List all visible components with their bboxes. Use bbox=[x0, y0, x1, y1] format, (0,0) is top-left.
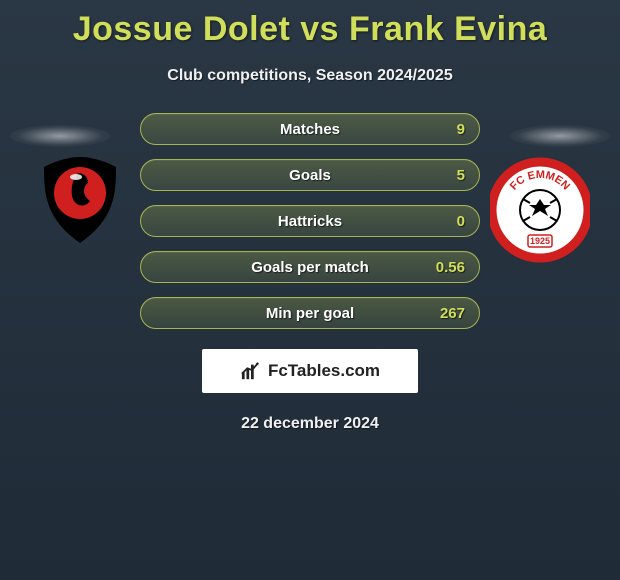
stat-label: Goals bbox=[289, 167, 331, 184]
subtitle: Club competitions, Season 2024/2025 bbox=[0, 67, 620, 85]
date-text: 22 december 2024 bbox=[0, 415, 620, 433]
stat-bar-matches: Matches 9 bbox=[140, 113, 480, 145]
right-club-crest: FC EMMEN 1925 bbox=[490, 155, 590, 265]
stat-value: 5 bbox=[457, 167, 465, 184]
stat-value: 0.56 bbox=[436, 259, 465, 276]
page-title: Jossue Dolet vs Frank Evina bbox=[0, 0, 620, 49]
stats-bars: Matches 9 Goals 5 Hattricks 0 Goals per … bbox=[140, 113, 480, 343]
stat-value: 9 bbox=[457, 121, 465, 138]
helmond-crest-icon bbox=[40, 155, 120, 245]
stat-label: Goals per match bbox=[251, 259, 369, 276]
shadow-right bbox=[510, 125, 610, 147]
stat-bar-hattricks: Hattricks 0 bbox=[140, 205, 480, 237]
branding-text: FcTables.com bbox=[268, 361, 380, 381]
crest-text-year: 1925 bbox=[530, 236, 550, 246]
emmen-crest-icon: FC EMMEN 1925 bbox=[490, 155, 590, 265]
stat-bar-min-per-goal: Min per goal 267 bbox=[140, 297, 480, 329]
stat-label: Matches bbox=[280, 121, 340, 138]
stat-label: Hattricks bbox=[278, 213, 342, 230]
stat-bar-goals: Goals 5 bbox=[140, 159, 480, 191]
shadow-left bbox=[10, 125, 110, 147]
stat-value: 0 bbox=[457, 213, 465, 230]
comparison-content: Matches 9 Goals 5 Hattricks 0 Goals per … bbox=[0, 113, 620, 343]
stat-value: 267 bbox=[440, 305, 465, 322]
chart-icon bbox=[240, 361, 262, 381]
stat-label: Min per goal bbox=[266, 305, 354, 322]
branding-box: FcTables.com bbox=[202, 349, 418, 393]
left-club-crest bbox=[30, 155, 130, 245]
stat-bar-goals-per-match: Goals per match 0.56 bbox=[140, 251, 480, 283]
